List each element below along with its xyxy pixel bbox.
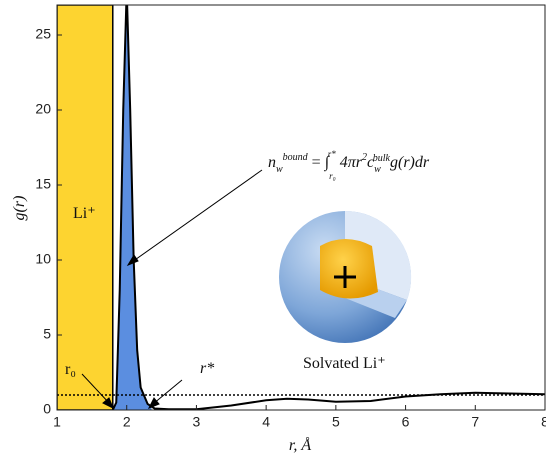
sphere-label: Solvated Li⁺ (303, 355, 386, 372)
x-tick-label: 5 (332, 414, 340, 430)
r0-label: r₀ (65, 361, 76, 378)
plot-area (57, 5, 545, 410)
formula: nwbound = ∫r₀r* 4πr2cwbulkg(r)dr (268, 149, 430, 181)
x-tick-label: 6 (402, 414, 410, 430)
formula-part: bound (283, 152, 309, 163)
formula-part: w (374, 164, 381, 175)
formula-part: c (367, 154, 374, 171)
formula-part: 4πr (336, 154, 363, 171)
y-axis-label: g(r) (11, 196, 28, 221)
ion-region (57, 5, 114, 410)
rstar-label: r* (200, 360, 214, 377)
x-tick-label: 1 (53, 414, 61, 430)
x-tick-label: 2 (123, 414, 131, 430)
x-tick-label: 7 (471, 414, 479, 430)
x-tick-label: 4 (262, 414, 270, 430)
formula-part: g(r)dr (390, 154, 430, 171)
formula-part: w (276, 164, 283, 175)
y-tick-label: 10 (35, 251, 51, 267)
formula-part: n (268, 154, 276, 171)
sphere-illustration (279, 210, 412, 343)
x-tick-label: 3 (193, 414, 201, 430)
x-tick-label: 8 (541, 414, 546, 430)
plot-frame (56, 4, 546, 411)
formula-part: bulk (373, 153, 391, 164)
formula-part: 2 (362, 152, 367, 163)
y-tick-label: 0 (43, 401, 51, 417)
y-tick-label: 20 (35, 101, 51, 117)
y-tick-label: 15 (35, 176, 51, 192)
formula-part: r₀ (329, 171, 336, 181)
y-tick-label: 25 (35, 26, 51, 42)
curve (111, 5, 545, 410)
formula-part: r* (328, 149, 337, 159)
annotation-arrows (81, 169, 263, 410)
x-axis-label: r, Å (289, 436, 311, 454)
y-tick-label: 5 (43, 326, 51, 342)
formula-part: = ∫ (308, 154, 331, 172)
ion-label: Li⁺ (73, 205, 96, 222)
